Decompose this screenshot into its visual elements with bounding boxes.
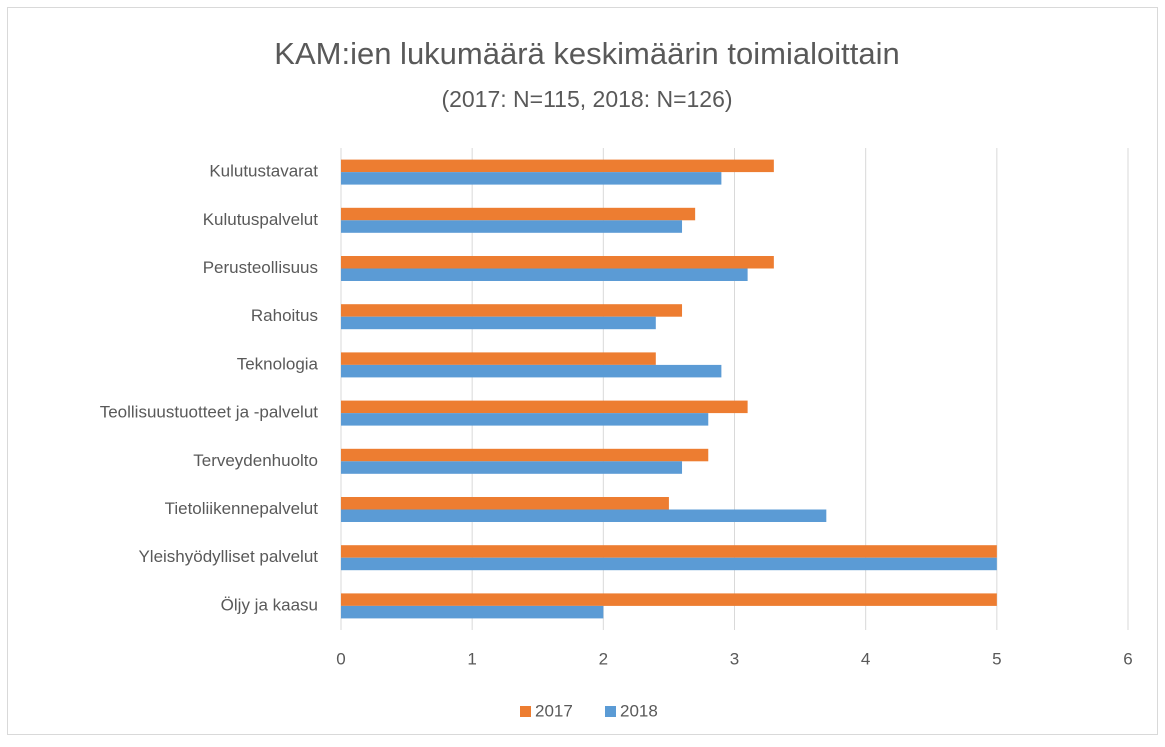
- y-tick-label: Öljy ja kaasu: [221, 595, 318, 614]
- legend-label: 2018: [620, 701, 658, 720]
- y-tick-label: Teknologia: [237, 354, 319, 373]
- bar: [341, 207, 696, 221]
- y-tick-label: Kulutuspalvelut: [203, 210, 319, 229]
- bar: [341, 448, 709, 462]
- bar: [341, 364, 722, 378]
- x-tick-label: 6: [1123, 649, 1132, 668]
- y-tick-label: Teollisuustuotteet ja -palvelut: [100, 403, 319, 422]
- bar: [341, 352, 656, 365]
- chart-title: KAM:ien lukumäärä keskimäärin toimialoit…: [274, 36, 899, 71]
- y-tick-label: Yleishyödylliset palvelut: [138, 547, 318, 566]
- bar: [341, 593, 997, 606]
- bar: [341, 497, 669, 510]
- legend-swatch: [605, 706, 616, 717]
- chart-subtitle: (2017: N=115, 2018: N=126): [441, 86, 732, 112]
- bar: [341, 304, 683, 317]
- bar: [341, 220, 683, 233]
- legend-label: 2017: [535, 701, 573, 720]
- y-tick-label: Terveydenhuolto: [193, 451, 318, 470]
- x-tick-label: 3: [730, 649, 739, 668]
- bar: [341, 159, 774, 173]
- bar: [341, 545, 997, 558]
- bar: [341, 268, 748, 281]
- x-tick-label: 4: [861, 649, 870, 668]
- y-tick-label: Rahoitus: [251, 306, 318, 325]
- x-tick-label: 5: [992, 649, 1001, 668]
- x-tick-label: 0: [336, 649, 345, 668]
- bar: [341, 605, 604, 619]
- legend-swatch: [520, 706, 531, 717]
- y-tick-label: Kulutustavarat: [209, 162, 318, 181]
- bar: [341, 557, 997, 571]
- bar: [341, 461, 683, 474]
- bar: [341, 256, 774, 269]
- bar: [341, 413, 709, 426]
- bar: [341, 400, 748, 414]
- bar: [341, 316, 656, 330]
- x-tick-label: 1: [467, 649, 476, 668]
- x-tick-label: 2: [599, 649, 608, 668]
- y-tick-label: Perusteollisuus: [203, 258, 318, 277]
- bar: [341, 509, 827, 522]
- bar: [341, 172, 722, 185]
- y-tick-label: Tietoliikennepalvelut: [165, 499, 319, 518]
